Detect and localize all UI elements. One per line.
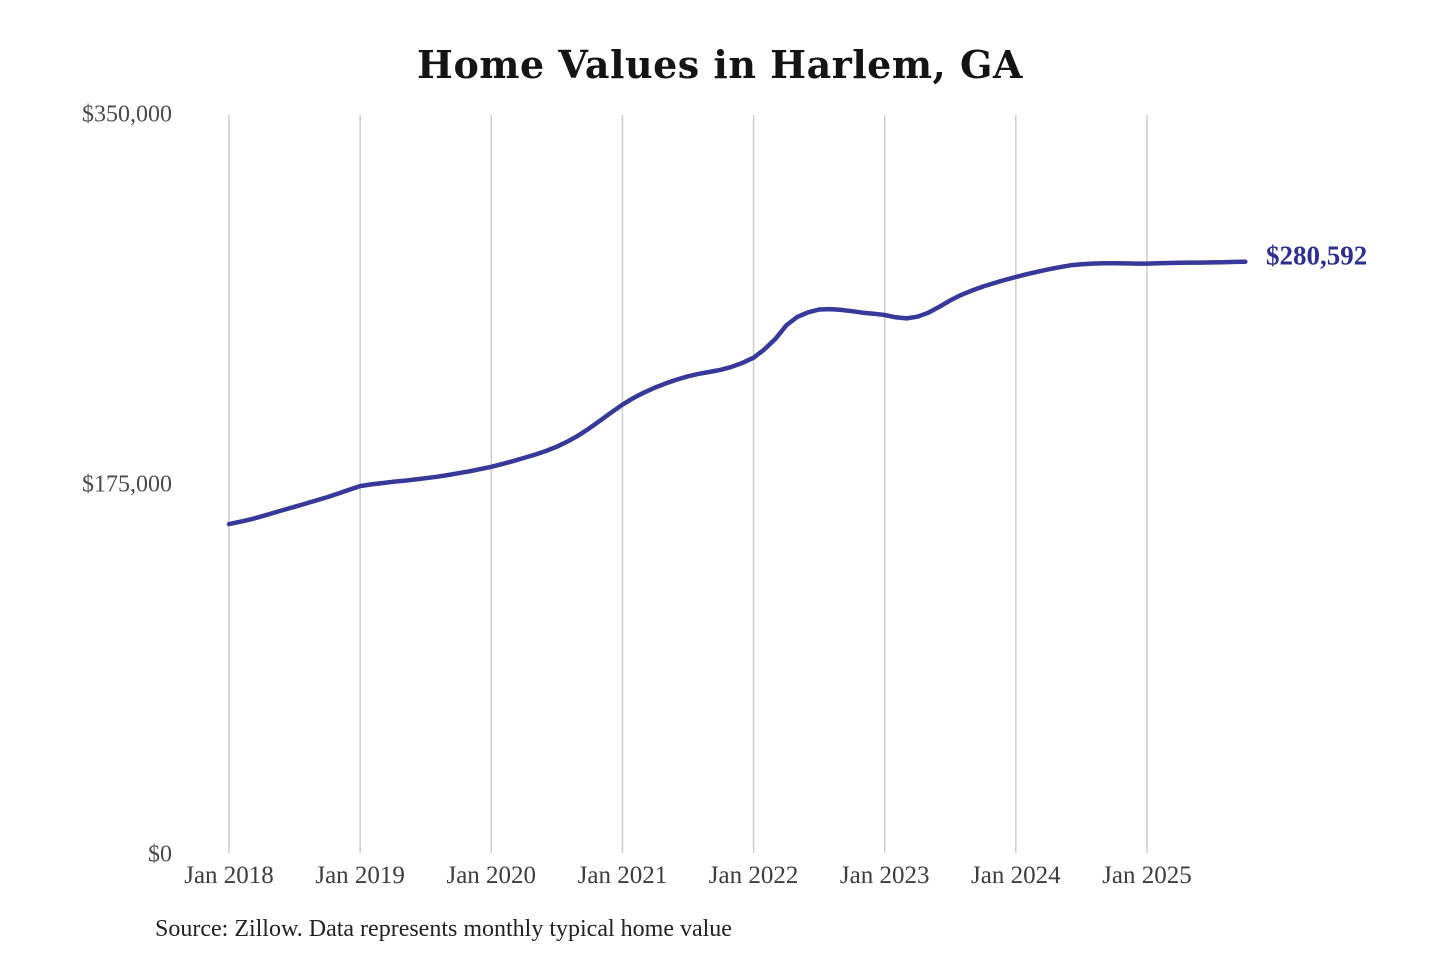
source-note: Source: Zillow. Data represents monthly …	[155, 916, 732, 942]
x-axis-tick-label: Jan 2019	[315, 862, 405, 889]
x-axis-tick-label: Jan 2022	[708, 862, 799, 889]
y-axis-tick-label: $350,000	[82, 101, 172, 128]
x-axis-tick-label: Jan 2023	[839, 862, 930, 889]
series-line	[226, 259, 1248, 527]
x-axis-tick-label: Jan 2021	[577, 862, 668, 889]
x-axis-tick-label: Jan 2024	[971, 862, 1061, 889]
y-axis-tick-label: $0	[148, 841, 172, 868]
x-axis-tick-label: Jan 2020	[446, 862, 537, 889]
x-axis-tick-label: Jan 2025	[1102, 862, 1192, 889]
x-axis-tick-label: Jan 2018	[184, 862, 274, 889]
latest-value-label: $280,592	[1266, 240, 1368, 271]
y-axis-tick-label: $175,000	[82, 471, 172, 498]
chart-title: Home Values in Harlem, GA	[417, 42, 1023, 87]
